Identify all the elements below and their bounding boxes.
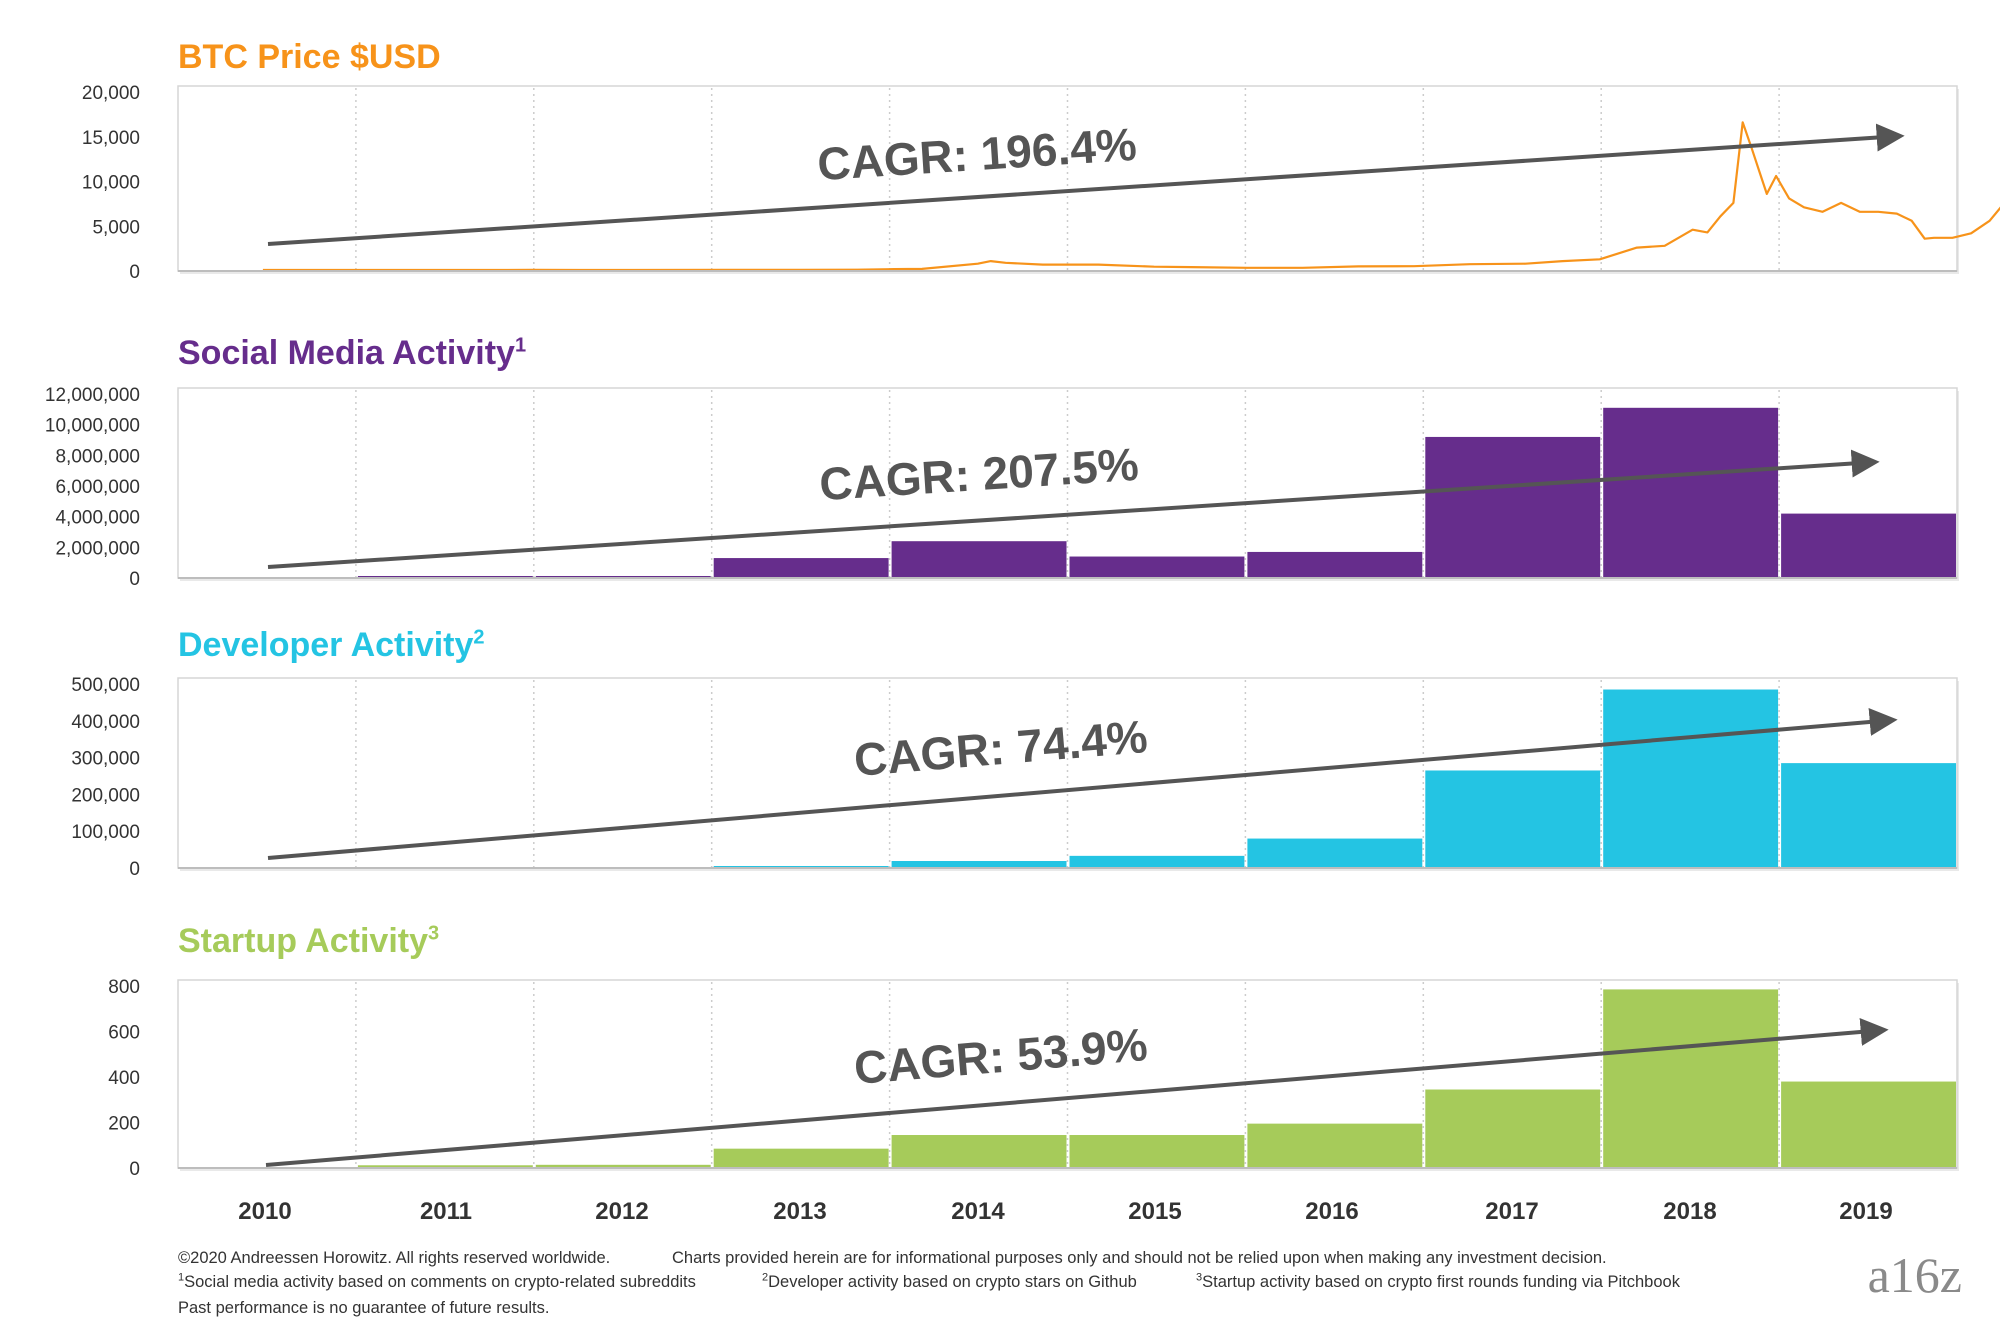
x-axis-label-2011: 2011 bbox=[420, 1198, 472, 1225]
btc-price-title-text: BTC Price $USD bbox=[178, 38, 441, 76]
bar-2018 bbox=[1603, 407, 1779, 578]
copyright-text: ©2020 Andreessen Horowitz. All rights re… bbox=[178, 1249, 611, 1267]
social-media-title: Social Media Activity1 bbox=[178, 334, 526, 373]
y-tick-label: 600 bbox=[108, 1023, 140, 1044]
panel-2: 0 2,000,000 4,000,000 6,000,000 8,000,000 10,… bbox=[45, 385, 1959, 590]
bar-2018 bbox=[1603, 689, 1779, 868]
y-tick-label: 300,000 bbox=[71, 749, 140, 770]
footnote-2-mark: 2 bbox=[762, 1271, 769, 1284]
y-tick-label: 200 bbox=[108, 1114, 140, 1135]
startup-title-text: Startup Activity bbox=[178, 922, 429, 960]
y-tick-label: 200,000 bbox=[71, 785, 140, 806]
footnote-2: 2Developer activity based on crypto star… bbox=[762, 1271, 1137, 1292]
social-media-title-text: Social Media Activity bbox=[178, 334, 515, 372]
footnote-1: 1Social media activity based on comments… bbox=[178, 1271, 696, 1292]
x-axis-label-2012: 2012 bbox=[595, 1198, 648, 1225]
bar-2019 bbox=[1781, 763, 1956, 868]
y-tick-label: 0 bbox=[129, 262, 140, 283]
y-tick-label: 4,000,000 bbox=[55, 508, 140, 529]
bar-2013 bbox=[713, 1148, 889, 1168]
y-tick-label: 0 bbox=[129, 859, 140, 880]
y-tick-label: 0 bbox=[129, 569, 140, 590]
y-tick-label: 500,000 bbox=[71, 675, 140, 696]
footnote-3: 3Startup activity based on crypto first … bbox=[1196, 1271, 1680, 1292]
bar-2017 bbox=[1425, 1089, 1601, 1168]
x-axis-label-2013: 2013 bbox=[773, 1198, 826, 1225]
cagr-arrow bbox=[267, 123, 1905, 246]
bar-2019 bbox=[1781, 513, 1956, 578]
bar-2011 bbox=[357, 1165, 533, 1168]
x-axis-label-2015: 2015 bbox=[1128, 1198, 1181, 1225]
footer-line-3: Past performance is no guarantee of futu… bbox=[178, 1299, 549, 1318]
bar-2015 bbox=[1069, 556, 1245, 578]
x-axis-label-2016: 2016 bbox=[1305, 1198, 1358, 1225]
cagr-arrow bbox=[267, 708, 1898, 860]
x-axis-label-2014: 2014 bbox=[951, 1198, 1005, 1225]
btc-price-title: BTC Price $USD bbox=[178, 38, 441, 77]
bar-2012 bbox=[535, 1164, 711, 1168]
past-performance-text: Past performance is no guarantee of futu… bbox=[178, 1299, 550, 1317]
y-tick-label: 2,000,000 bbox=[55, 538, 140, 559]
bar-2017 bbox=[1425, 436, 1601, 578]
footer-line-1: ©2020 Andreessen Horowitz. All rights re… bbox=[178, 1249, 1607, 1268]
y-tick-label: 10,000 bbox=[82, 173, 140, 194]
startup-title: Startup Activity3 bbox=[178, 922, 439, 961]
footnote-1-mark: 1 bbox=[178, 1271, 185, 1284]
a16z-logo: a16z bbox=[1867, 1247, 1962, 1303]
bar-2014 bbox=[891, 541, 1067, 578]
x-axis-label-2017: 2017 bbox=[1485, 1198, 1538, 1225]
y-tick-label: 400,000 bbox=[71, 712, 140, 733]
disclaimer-text: Charts provided herein are for informati… bbox=[672, 1249, 1607, 1267]
bar-2013 bbox=[713, 558, 889, 578]
developer-title: Developer Activity2 bbox=[178, 626, 485, 665]
x-axis-label-2019: 2019 bbox=[1839, 1198, 1892, 1225]
y-tick-label: 400 bbox=[108, 1068, 140, 1089]
y-tick-label: 15,000 bbox=[82, 128, 140, 149]
y-tick-label: 5,000 bbox=[92, 217, 140, 238]
bar-2019 bbox=[1781, 1081, 1956, 1168]
y-tick-label: 8,000,000 bbox=[55, 446, 140, 467]
y-tick-label: 6,000,000 bbox=[55, 477, 140, 498]
btc-price-line bbox=[262, 121, 2000, 272]
bar-2018 bbox=[1603, 989, 1779, 1168]
y-tick-label: 800 bbox=[108, 977, 140, 998]
cagr-arrow bbox=[267, 449, 1880, 569]
bar-2016 bbox=[1247, 838, 1423, 868]
footer-line-2: 1Social media activity based on comments… bbox=[178, 1271, 1738, 1295]
y-tick-label: 12,000,000 bbox=[45, 385, 140, 406]
bar-2014 bbox=[891, 1135, 1067, 1168]
x-axis-label-2018: 2018 bbox=[1663, 1198, 1716, 1225]
footnote-3-mark: 3 bbox=[1196, 1271, 1203, 1284]
bar-2017 bbox=[1425, 770, 1601, 868]
startup-title-sup: 3 bbox=[428, 922, 440, 945]
footnote-3-text: Startup activity based on crypto first r… bbox=[1202, 1273, 1680, 1291]
developer-title-sup: 2 bbox=[473, 626, 485, 649]
developer-title-text: Developer Activity bbox=[178, 626, 474, 664]
bar-2016 bbox=[1247, 1123, 1423, 1168]
footnote-1-text: Social media activity based on comments … bbox=[184, 1273, 696, 1291]
y-tick-label: 20,000 bbox=[82, 83, 140, 104]
panel-3: 0100,000200,000300,000400,000500,000CAGR… bbox=[71, 675, 1959, 880]
cagr-arrow bbox=[265, 1017, 1889, 1167]
footnote-2-text: Developer activity based on crypto stars… bbox=[768, 1273, 1137, 1291]
bar-2016 bbox=[1247, 551, 1423, 578]
bar-2014 bbox=[891, 861, 1067, 868]
y-tick-label: 10,000,000 bbox=[45, 416, 140, 437]
bar-2015 bbox=[1069, 855, 1245, 868]
bar-2015 bbox=[1069, 1135, 1245, 1168]
x-axis-label-2010: 2010 bbox=[238, 1198, 291, 1225]
y-tick-label: 0 bbox=[129, 1159, 140, 1180]
social-media-title-sup: 1 bbox=[514, 334, 527, 357]
y-tick-label: 100,000 bbox=[71, 822, 140, 843]
